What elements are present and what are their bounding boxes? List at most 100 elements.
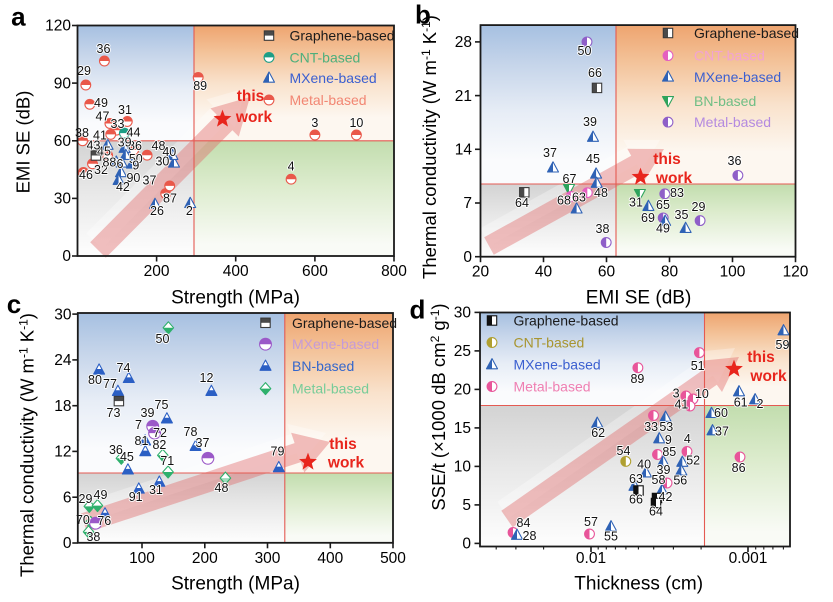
svg-text:29: 29 bbox=[692, 200, 706, 214]
svg-text:72: 72 bbox=[153, 426, 167, 440]
svg-text:33: 33 bbox=[644, 420, 658, 434]
svg-text:90: 90 bbox=[54, 75, 72, 92]
svg-text:76: 76 bbox=[97, 514, 111, 528]
svg-text:14: 14 bbox=[455, 142, 473, 159]
svg-text:c: c bbox=[7, 289, 21, 319]
svg-text:46: 46 bbox=[79, 168, 93, 182]
svg-text:31: 31 bbox=[149, 483, 163, 497]
svg-text:120: 120 bbox=[45, 18, 71, 35]
svg-text:Thermal conductivity (W m-1 K-: Thermal conductivity (W m-1 K-1) bbox=[17, 313, 38, 577]
svg-text:400: 400 bbox=[317, 550, 343, 567]
svg-text:this: this bbox=[237, 88, 265, 105]
svg-text:41: 41 bbox=[93, 129, 107, 143]
svg-text:7: 7 bbox=[463, 195, 472, 212]
svg-text:63: 63 bbox=[629, 472, 643, 486]
svg-text:29: 29 bbox=[79, 492, 93, 506]
svg-text:56: 56 bbox=[673, 474, 687, 488]
svg-text:43: 43 bbox=[87, 139, 101, 153]
svg-text:9: 9 bbox=[132, 159, 139, 173]
svg-text:74: 74 bbox=[117, 361, 131, 375]
svg-text:Graphene-based: Graphene-based bbox=[694, 25, 799, 41]
svg-text:80: 80 bbox=[661, 264, 679, 281]
svg-text:30: 30 bbox=[155, 155, 169, 169]
svg-text:37: 37 bbox=[715, 425, 729, 439]
svg-text:10: 10 bbox=[695, 387, 709, 401]
svg-text:Metal-based: Metal-based bbox=[292, 381, 369, 397]
svg-text:Graphene-based: Graphene-based bbox=[290, 28, 395, 44]
svg-text:MXene-based: MXene-based bbox=[514, 357, 601, 373]
svg-text:48: 48 bbox=[594, 186, 608, 200]
svg-text:89: 89 bbox=[630, 372, 644, 386]
svg-text:31: 31 bbox=[118, 103, 132, 117]
svg-text:Metal-based: Metal-based bbox=[694, 114, 771, 130]
svg-text:41: 41 bbox=[674, 398, 688, 412]
svg-text:77: 77 bbox=[103, 377, 117, 391]
svg-text:36: 36 bbox=[109, 443, 123, 457]
svg-text:Metal-based: Metal-based bbox=[514, 379, 591, 395]
svg-text:48: 48 bbox=[215, 481, 229, 495]
svg-text:45: 45 bbox=[586, 152, 600, 166]
svg-text:30: 30 bbox=[54, 191, 72, 208]
svg-text:2: 2 bbox=[186, 204, 193, 218]
svg-text:10: 10 bbox=[454, 459, 472, 476]
svg-text:Graphene-based: Graphene-based bbox=[514, 313, 619, 329]
svg-text:85: 85 bbox=[662, 445, 676, 459]
svg-text:26: 26 bbox=[150, 204, 164, 218]
svg-text:28: 28 bbox=[523, 529, 537, 543]
svg-text:600: 600 bbox=[302, 263, 328, 280]
svg-text:36: 36 bbox=[728, 154, 742, 168]
svg-text:10: 10 bbox=[349, 116, 363, 130]
svg-text:64: 64 bbox=[515, 196, 529, 210]
svg-text:0: 0 bbox=[63, 535, 72, 552]
svg-text:52: 52 bbox=[686, 454, 700, 468]
svg-text:30: 30 bbox=[454, 305, 472, 322]
svg-text:EMI SE (dB): EMI SE (dB) bbox=[13, 91, 34, 194]
svg-text:81: 81 bbox=[135, 434, 149, 448]
svg-text:MXene-based: MXene-based bbox=[694, 69, 781, 85]
svg-text:37: 37 bbox=[143, 174, 157, 188]
svg-text:64: 64 bbox=[649, 505, 663, 519]
svg-text:400: 400 bbox=[223, 263, 249, 280]
svg-text:this: this bbox=[653, 151, 681, 168]
svg-text:Graphene-based: Graphene-based bbox=[292, 315, 397, 331]
svg-text:0.01: 0.01 bbox=[576, 550, 606, 567]
svg-text:89: 89 bbox=[193, 79, 207, 93]
svg-text:MXene-based: MXene-based bbox=[290, 70, 377, 86]
svg-text:31: 31 bbox=[629, 196, 643, 210]
svg-text:30: 30 bbox=[54, 306, 72, 323]
svg-text:38: 38 bbox=[86, 530, 100, 544]
svg-text:63: 63 bbox=[572, 191, 586, 205]
svg-text:49: 49 bbox=[94, 488, 108, 502]
svg-text:d: d bbox=[410, 295, 426, 325]
svg-text:Thickness (cm): Thickness (cm) bbox=[574, 574, 703, 595]
svg-text:45: 45 bbox=[120, 450, 134, 464]
svg-text:58: 58 bbox=[652, 473, 666, 487]
svg-text:50: 50 bbox=[578, 44, 592, 58]
svg-text:200: 200 bbox=[144, 263, 170, 280]
svg-text:38: 38 bbox=[596, 222, 610, 236]
svg-text:69: 69 bbox=[641, 211, 655, 225]
svg-text:5: 5 bbox=[462, 497, 471, 514]
svg-text:20: 20 bbox=[472, 264, 490, 281]
svg-text:18: 18 bbox=[54, 398, 71, 415]
svg-text:87: 87 bbox=[163, 192, 177, 206]
svg-text:7: 7 bbox=[135, 418, 142, 432]
svg-text:86: 86 bbox=[128, 139, 142, 153]
svg-text:500: 500 bbox=[380, 550, 406, 567]
svg-text:work: work bbox=[749, 368, 787, 385]
svg-text:60: 60 bbox=[54, 133, 72, 150]
svg-text:73: 73 bbox=[107, 406, 121, 420]
svg-text:75: 75 bbox=[155, 398, 169, 412]
svg-text:Thermal conductivity (W m-1 K-: Thermal conductivity (W m-1 K-1) bbox=[419, 15, 440, 279]
svg-text:CNT-based: CNT-based bbox=[290, 49, 361, 65]
svg-text:CNT-based: CNT-based bbox=[514, 335, 585, 351]
svg-text:24: 24 bbox=[54, 352, 72, 369]
svg-text:800: 800 bbox=[381, 263, 407, 280]
svg-text:2: 2 bbox=[757, 397, 764, 411]
svg-text:79: 79 bbox=[271, 445, 285, 459]
svg-text:36: 36 bbox=[97, 42, 111, 56]
svg-text:78: 78 bbox=[184, 425, 198, 439]
svg-text:4: 4 bbox=[288, 160, 295, 174]
svg-text:51: 51 bbox=[691, 359, 705, 373]
svg-text:40: 40 bbox=[535, 264, 553, 281]
